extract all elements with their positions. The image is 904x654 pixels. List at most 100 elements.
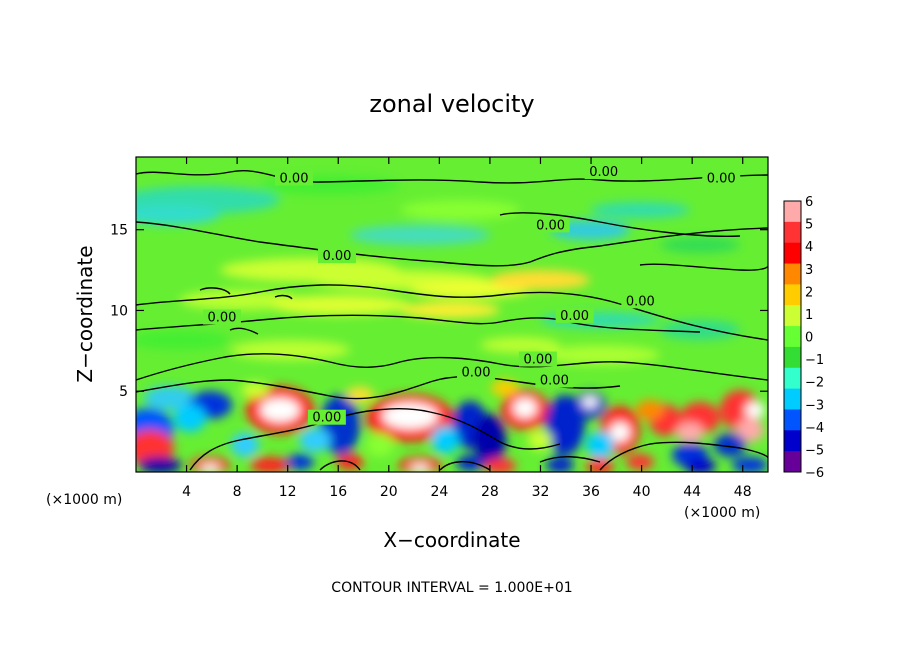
field-patch bbox=[366, 433, 394, 457]
x-tick-label: 44 bbox=[683, 484, 701, 500]
colorbar-tick-label: −6 bbox=[805, 466, 824, 481]
field-patch bbox=[610, 422, 630, 442]
colorbar-tick-label: −4 bbox=[805, 421, 824, 436]
x-tick-label: 24 bbox=[430, 484, 448, 500]
field-patch bbox=[732, 457, 768, 472]
contour-line bbox=[499, 212, 741, 237]
field-patch bbox=[546, 457, 574, 472]
contour-line bbox=[439, 461, 491, 471]
contour-line bbox=[189, 408, 561, 471]
colorbar-swatch bbox=[784, 284, 801, 306]
x-tick-label: 28 bbox=[481, 484, 499, 500]
x-axis-label: X−coordinate bbox=[383, 528, 520, 552]
contour-line bbox=[639, 263, 768, 271]
contour-label: 0.00 bbox=[626, 294, 655, 309]
field-patch bbox=[491, 380, 519, 396]
field-patch bbox=[484, 458, 516, 472]
field-patch bbox=[231, 433, 259, 457]
colorbar-swatch bbox=[784, 263, 801, 285]
contour-label-bg bbox=[307, 409, 346, 425]
field-patch bbox=[174, 404, 206, 432]
field-patch bbox=[590, 202, 690, 218]
contour-line bbox=[229, 327, 259, 335]
colorbar-swatch bbox=[784, 388, 801, 410]
colorbar-swatch bbox=[784, 430, 801, 452]
field-patch bbox=[136, 205, 220, 225]
field-patch bbox=[138, 457, 182, 472]
field-patch bbox=[200, 464, 220, 472]
field-patch bbox=[400, 200, 520, 220]
field-patch bbox=[636, 400, 664, 420]
x-unit-right: (×1000 m) bbox=[684, 505, 760, 521]
field-patch bbox=[346, 387, 374, 403]
contour-line bbox=[136, 170, 768, 184]
contour-label-bg bbox=[621, 293, 660, 309]
y-tick-label: 10 bbox=[110, 303, 128, 319]
x-tick-label: 32 bbox=[532, 484, 550, 500]
contour-label-bg bbox=[457, 364, 496, 380]
field-patch bbox=[136, 330, 230, 350]
x-unit-left: (×1000 m) bbox=[46, 492, 122, 508]
field-patch bbox=[250, 457, 290, 472]
field-patch bbox=[241, 382, 269, 398]
contour-label: 0.00 bbox=[207, 311, 236, 326]
colorbar-swatch bbox=[784, 367, 801, 390]
field-patch bbox=[144, 386, 196, 410]
contour-label-bg bbox=[531, 217, 570, 233]
contour-line bbox=[599, 441, 768, 471]
colorbar-swatch bbox=[784, 409, 801, 431]
contour-label-bg bbox=[702, 170, 741, 186]
contour-label: 0.00 bbox=[536, 218, 565, 233]
colorbar-tick-label: −5 bbox=[805, 443, 824, 458]
velocity-field bbox=[136, 175, 768, 472]
colorbar-swatch bbox=[784, 221, 801, 244]
field-patch bbox=[350, 225, 490, 245]
contour-label-bg bbox=[584, 164, 623, 180]
y-tick-label: 15 bbox=[110, 223, 128, 239]
contour-line bbox=[136, 284, 768, 341]
field-patch bbox=[745, 402, 765, 418]
field-patch bbox=[400, 302, 500, 318]
colorbar-frame bbox=[783, 200, 802, 473]
y-axis: 5 10 15 bbox=[110, 223, 768, 400]
field-patch bbox=[586, 458, 614, 472]
field-patch bbox=[626, 454, 654, 470]
x-tick-label: 4 bbox=[182, 484, 191, 500]
field-patch bbox=[513, 398, 537, 418]
contour-line bbox=[319, 460, 361, 471]
colorbar-tick-label: 4 bbox=[805, 240, 813, 255]
x-tick-label: 40 bbox=[633, 484, 651, 500]
field-patch bbox=[490, 270, 590, 290]
field-patch bbox=[676, 422, 704, 442]
field-patch bbox=[299, 428, 331, 452]
x-tick-label: 36 bbox=[582, 484, 600, 500]
x-tick-label: 8 bbox=[233, 484, 242, 500]
contour-line bbox=[199, 287, 231, 295]
colorbar-tick-label: 5 bbox=[805, 218, 813, 233]
contour-label-bg bbox=[202, 309, 241, 325]
contour-line bbox=[136, 221, 768, 267]
colorbar-tick-label: 3 bbox=[805, 263, 813, 278]
field-patch bbox=[540, 345, 660, 365]
contour-line bbox=[136, 353, 768, 381]
contour-line bbox=[274, 294, 293, 300]
field-patch bbox=[586, 431, 614, 459]
field-patch bbox=[528, 430, 552, 450]
contour-line bbox=[539, 456, 601, 463]
colorbar-tick-label: 1 bbox=[805, 308, 813, 323]
y-tick-label: 5 bbox=[119, 384, 128, 400]
field-patch bbox=[550, 220, 630, 240]
field-patch bbox=[230, 340, 350, 360]
colorbar-tick-label: 2 bbox=[805, 285, 813, 300]
contour-interval-note: CONTOUR INTERVAL = 1.000E+01 bbox=[331, 580, 572, 596]
colorbar-swatch bbox=[784, 326, 801, 348]
plot-frame bbox=[135, 156, 769, 473]
field-patch bbox=[660, 320, 740, 340]
x-tick-label: 20 bbox=[380, 484, 398, 500]
colorbar-tick-label: 6 bbox=[805, 195, 813, 210]
field-patch bbox=[410, 464, 430, 472]
colorbar-swatch bbox=[784, 451, 801, 473]
colorbar-swatch bbox=[784, 305, 801, 327]
colorbar-swatch bbox=[784, 201, 801, 223]
